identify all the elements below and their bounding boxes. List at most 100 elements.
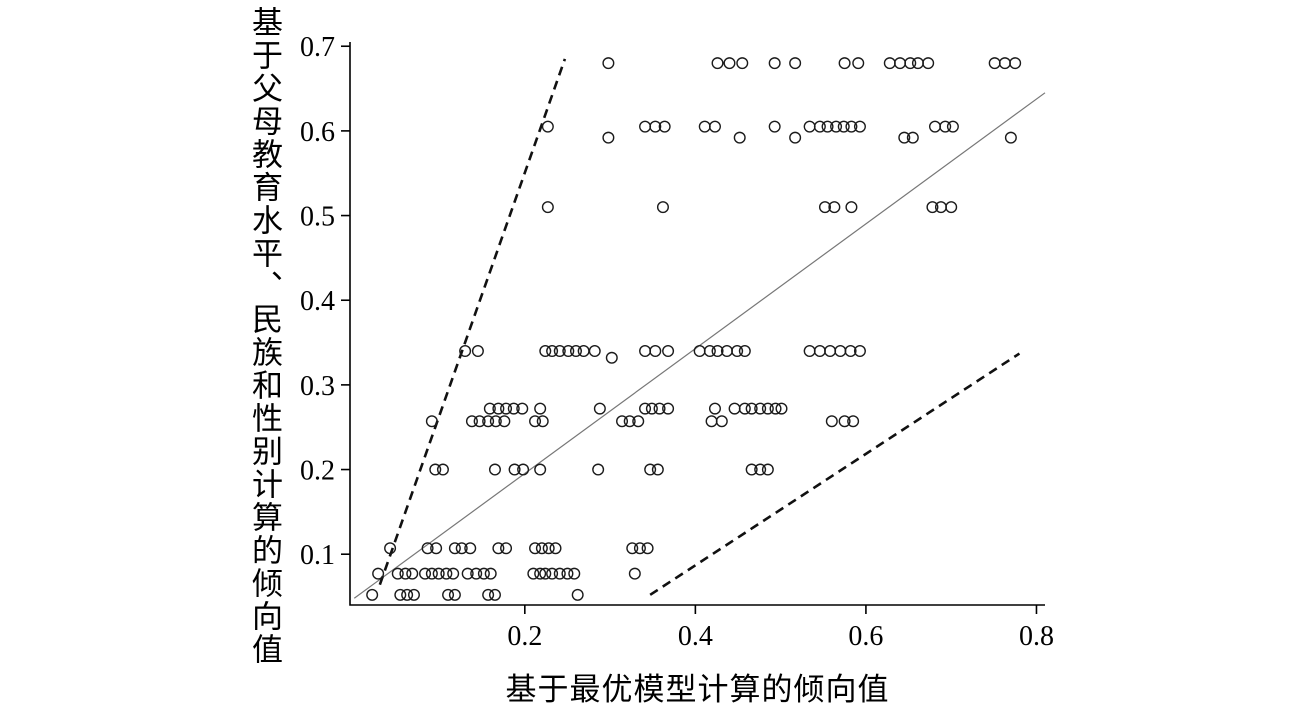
data-point xyxy=(639,120,652,133)
data-point xyxy=(500,402,513,415)
x-tick-label: 0.8 xyxy=(1019,621,1054,652)
data-point xyxy=(498,415,511,428)
data-point xyxy=(639,402,652,415)
data-point xyxy=(998,57,1011,70)
data-point xyxy=(623,415,636,428)
data-point xyxy=(539,345,552,358)
data-point xyxy=(602,131,615,144)
data-point xyxy=(641,542,654,555)
data-point xyxy=(645,402,658,415)
x-axis-label: 基于最优模型计算的倾向值 xyxy=(505,672,890,707)
data-point xyxy=(633,542,646,555)
data-point xyxy=(789,131,802,144)
data-point xyxy=(834,345,847,358)
data-point xyxy=(406,567,419,580)
data-point xyxy=(883,57,896,70)
data-point xyxy=(459,345,472,358)
data-point xyxy=(448,542,461,555)
data-point xyxy=(769,402,782,415)
data-point xyxy=(845,120,858,133)
data-point xyxy=(534,567,547,580)
data-point xyxy=(507,402,520,415)
data-point xyxy=(482,415,495,428)
data-point xyxy=(632,415,645,428)
data-point xyxy=(825,415,838,428)
data-point xyxy=(922,57,935,70)
data-point xyxy=(738,402,751,415)
data-point xyxy=(628,567,641,580)
data-point xyxy=(473,415,486,428)
data-point xyxy=(483,402,496,415)
data-point xyxy=(626,542,639,555)
data-point xyxy=(894,57,907,70)
y-tick-label: 0.3 xyxy=(300,371,335,402)
data-point xyxy=(470,567,483,580)
data-point xyxy=(705,415,718,428)
data-point xyxy=(561,567,574,580)
data-point xyxy=(853,120,866,133)
data-point xyxy=(536,415,549,428)
data-point xyxy=(754,402,767,415)
data-point xyxy=(658,120,671,133)
data-point xyxy=(488,588,501,601)
data-point xyxy=(593,402,606,415)
data-point xyxy=(708,402,721,415)
data-point xyxy=(464,542,477,555)
data-point xyxy=(492,402,505,415)
x-tick-label: 0.2 xyxy=(507,621,542,652)
data-point xyxy=(419,567,432,580)
data-point xyxy=(703,345,716,358)
data-point xyxy=(484,567,497,580)
data-point xyxy=(853,345,866,358)
data-point xyxy=(529,542,542,555)
data-point xyxy=(492,542,505,555)
data-point xyxy=(662,345,675,358)
data-point xyxy=(477,567,490,580)
data-point xyxy=(745,402,758,415)
data-point xyxy=(644,463,657,476)
data-point xyxy=(988,57,1001,70)
data-point xyxy=(542,542,555,555)
data-point xyxy=(803,345,816,358)
data-point xyxy=(945,201,958,214)
data-point xyxy=(535,542,548,555)
data-point xyxy=(715,415,728,428)
data-point xyxy=(653,402,666,415)
data-point xyxy=(461,567,474,580)
data-point xyxy=(847,415,860,428)
data-point xyxy=(588,345,601,358)
data-point xyxy=(401,588,414,601)
data-point xyxy=(639,345,652,358)
data-point xyxy=(562,345,575,358)
axes-frame xyxy=(349,42,1045,606)
y-tick-label: 0.2 xyxy=(300,456,335,487)
data-point xyxy=(534,463,547,476)
data-point xyxy=(738,345,751,358)
data-point xyxy=(553,567,566,580)
data-point xyxy=(577,345,590,358)
data-point xyxy=(455,542,468,555)
data-point xyxy=(440,567,453,580)
y-tick-label: 0.7 xyxy=(300,32,335,63)
data-point xyxy=(745,463,758,476)
data-point xyxy=(698,120,711,133)
data-point xyxy=(527,567,540,580)
data-point xyxy=(828,201,841,214)
data-point xyxy=(837,120,850,133)
data-point xyxy=(471,345,484,358)
data-point xyxy=(768,57,781,70)
data-point xyxy=(852,57,865,70)
y-tick-label: 0.1 xyxy=(300,540,335,571)
y-tick-label: 0.4 xyxy=(300,286,335,317)
data-point xyxy=(775,402,788,415)
data-point xyxy=(500,542,513,555)
data-point xyxy=(736,57,749,70)
data-point xyxy=(711,57,724,70)
data-point xyxy=(649,345,662,358)
data-point xyxy=(391,567,404,580)
data-point xyxy=(394,588,407,601)
data-point xyxy=(432,567,445,580)
data-point xyxy=(571,588,584,601)
data-point xyxy=(508,463,521,476)
